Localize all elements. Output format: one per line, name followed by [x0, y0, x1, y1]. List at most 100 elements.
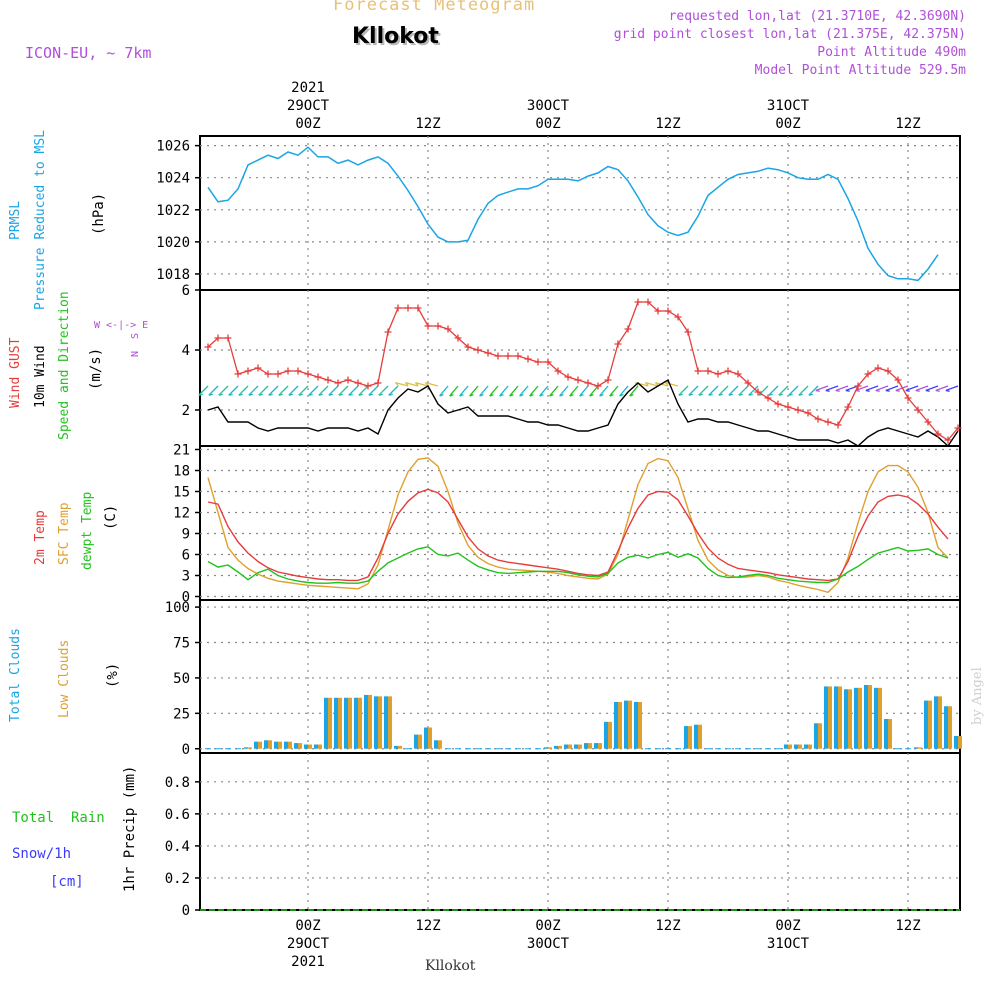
- wind-arrow-head: [424, 382, 429, 386]
- wind-arrow-head: [579, 394, 584, 397]
- wind-arrow: [425, 382, 439, 387]
- y-tick-label: 12: [173, 506, 190, 522]
- wind-arrow-head: [748, 393, 753, 396]
- wind-arrow-head: [459, 394, 464, 397]
- cloud-bar-total: [624, 700, 628, 749]
- y-tick-label: 0.8: [165, 775, 190, 791]
- cloud-bar-low: [398, 745, 402, 749]
- cloud-bar-low: [548, 747, 552, 749]
- wind-arrow: [738, 385, 749, 396]
- wind-arrow: [778, 385, 789, 396]
- gust-marker: [794, 406, 802, 414]
- wind-arrow: [248, 385, 259, 396]
- time-label-bottom: 12Z: [895, 918, 920, 934]
- gust-marker: [334, 379, 342, 387]
- cloud-bar-total: [344, 697, 348, 749]
- cloud-bar-total: [554, 745, 558, 749]
- time-label-top: 00Z: [535, 116, 560, 132]
- cloud-bar-total: [854, 687, 858, 749]
- cloud-bar-low: [788, 744, 792, 749]
- cloud-bar-total: [434, 740, 438, 749]
- wind-arrow: [559, 385, 569, 397]
- wind-arrow: [875, 385, 889, 392]
- time-label-top: 00Z: [775, 116, 800, 132]
- wind-arrow-head: [318, 393, 323, 396]
- precip-snow-unit: [cm]: [50, 874, 84, 890]
- gust-marker: [524, 355, 532, 363]
- gust-marker: [774, 400, 782, 408]
- gust-marker: [364, 382, 372, 390]
- wind-arrow-head: [815, 389, 820, 392]
- wind-arrow-head: [599, 394, 604, 397]
- cloud-bar-low: [618, 702, 622, 749]
- wind-arrow-head: [404, 382, 409, 386]
- gust-marker: [294, 367, 302, 375]
- cloud-bar-total: [944, 706, 948, 749]
- location-title: Kllokot: [352, 24, 439, 49]
- cloud-bar-low: [938, 696, 942, 749]
- cloud-bar-low: [698, 724, 702, 749]
- cloud-bar-low: [328, 697, 332, 749]
- y-tick-label: 0: [182, 590, 190, 606]
- y-tick-label: 21: [173, 443, 190, 459]
- wind-arrow-head: [708, 393, 713, 396]
- wind-arrow: [698, 385, 709, 396]
- wind-arrow: [629, 385, 639, 397]
- wind-arrow-head: [258, 393, 263, 396]
- gust-marker: [514, 352, 522, 360]
- wind-arrow: [718, 385, 729, 396]
- wind-arrow-head: [835, 389, 840, 392]
- requested-coords: requested lon,lat (21.3710E, 42.3690N): [668, 9, 966, 24]
- wind-arrow: [788, 385, 799, 396]
- compass-we: W <-|-> E: [94, 320, 149, 331]
- gust-marker: [574, 376, 582, 384]
- gust-marker: [634, 298, 642, 306]
- y-tick-label: 1018: [156, 267, 190, 283]
- wind-arrow: [539, 385, 549, 397]
- cloud-bar-low: [928, 700, 932, 749]
- wind-arrow-head: [328, 393, 333, 396]
- wind-arrow-head: [499, 394, 504, 397]
- wind-arrow-head: [798, 393, 803, 396]
- wind-arrow: [579, 385, 589, 397]
- gust-marker: [714, 370, 722, 378]
- cloud-bar-low: [358, 697, 362, 749]
- wind-arrow-head: [519, 394, 524, 397]
- wind-arrow-head: [865, 389, 870, 392]
- cloud-bar-low: [268, 740, 272, 749]
- wind-arrow-head: [248, 393, 253, 396]
- wind-arrow-head: [718, 393, 723, 396]
- gust-marker: [244, 367, 252, 375]
- cloud-bar-total: [834, 686, 838, 749]
- cloud-bar-low: [848, 689, 852, 749]
- cloud-bar-total: [304, 744, 308, 749]
- gust-marker: [374, 379, 382, 387]
- cloud-bar-total: [604, 721, 608, 749]
- y-tick-label: 1026: [156, 139, 190, 155]
- gust-marker: [804, 409, 812, 417]
- y-tick-label: 4: [182, 343, 190, 359]
- wind-arrow-head: [198, 393, 203, 396]
- wind-gust-line: [207, 301, 959, 441]
- gust-marker: [534, 358, 542, 366]
- gust-marker: [384, 328, 392, 336]
- cloud-bar-low: [588, 743, 592, 749]
- wind-arrow-head: [845, 389, 850, 392]
- wind-arrow: [298, 385, 309, 396]
- cloud-bar-low: [338, 697, 342, 749]
- wind-arrow-head: [479, 394, 484, 397]
- gust-marker: [624, 325, 632, 333]
- wind-arrow: [645, 382, 659, 387]
- gust-marker: [784, 403, 792, 411]
- wind-arrow: [728, 385, 739, 396]
- cloud-bar-total: [424, 727, 428, 749]
- gust-marker: [234, 370, 242, 378]
- gust-marker: [544, 358, 552, 366]
- cloud-bar-low: [958, 736, 962, 749]
- wind-arrow-head: [358, 393, 363, 396]
- point-altitude: Point Altitude 490m: [817, 45, 966, 60]
- gust-marker: [954, 424, 962, 432]
- wind-arrow-head: [469, 394, 474, 397]
- cloud-bar-total: [314, 744, 318, 749]
- gust-marker: [864, 370, 872, 378]
